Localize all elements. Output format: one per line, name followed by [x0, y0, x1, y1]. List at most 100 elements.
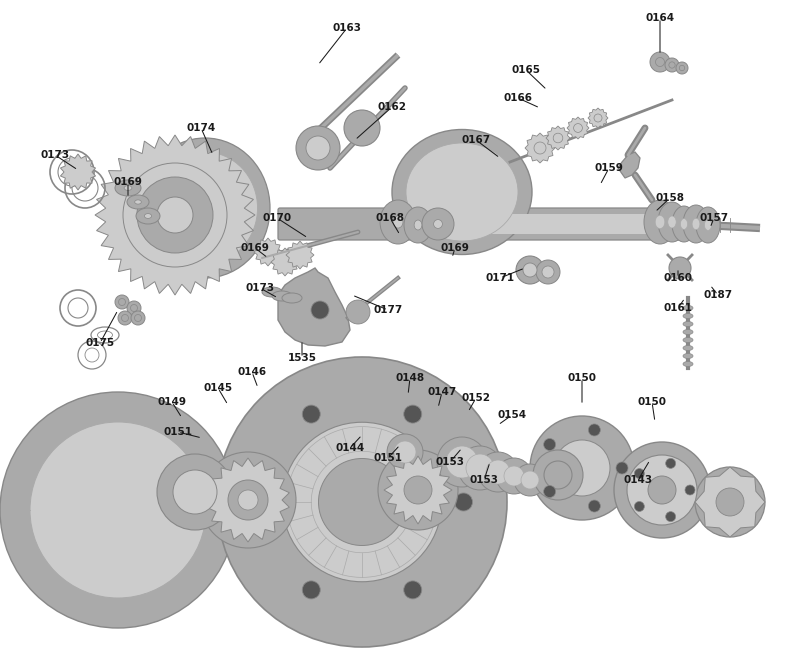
Circle shape — [516, 256, 544, 284]
Circle shape — [685, 485, 695, 495]
Text: 0174: 0174 — [186, 123, 216, 133]
Text: 1535: 1535 — [287, 353, 317, 363]
Text: 0187: 0187 — [703, 290, 733, 300]
Ellipse shape — [683, 338, 693, 342]
Text: 0177: 0177 — [374, 305, 402, 315]
Circle shape — [404, 476, 432, 504]
Circle shape — [536, 260, 560, 284]
Circle shape — [486, 460, 510, 484]
Circle shape — [534, 142, 546, 154]
Text: 0169: 0169 — [441, 243, 470, 253]
Polygon shape — [271, 248, 299, 276]
Ellipse shape — [153, 152, 258, 264]
Circle shape — [306, 136, 330, 160]
Ellipse shape — [704, 219, 712, 231]
Circle shape — [387, 434, 423, 470]
Circle shape — [634, 502, 644, 512]
Circle shape — [588, 500, 600, 512]
Text: 0151: 0151 — [374, 453, 402, 463]
Text: 0158: 0158 — [655, 193, 685, 203]
Circle shape — [695, 467, 765, 537]
Text: 0148: 0148 — [395, 373, 425, 383]
Polygon shape — [206, 458, 290, 542]
Polygon shape — [695, 467, 765, 537]
Circle shape — [666, 458, 676, 469]
Text: 0159: 0159 — [594, 163, 623, 173]
FancyBboxPatch shape — [278, 208, 467, 240]
Circle shape — [574, 124, 582, 132]
Ellipse shape — [683, 354, 693, 358]
Circle shape — [157, 197, 193, 233]
Text: 0164: 0164 — [646, 13, 674, 23]
FancyBboxPatch shape — [460, 208, 694, 240]
Ellipse shape — [669, 257, 691, 279]
Polygon shape — [384, 456, 452, 524]
Circle shape — [521, 471, 539, 489]
Text: 0160: 0160 — [663, 273, 693, 283]
Circle shape — [523, 263, 537, 277]
Polygon shape — [567, 117, 589, 139]
Text: 0150: 0150 — [567, 373, 597, 383]
Text: 0143: 0143 — [623, 475, 653, 485]
Ellipse shape — [696, 207, 720, 243]
Circle shape — [616, 462, 628, 474]
Ellipse shape — [282, 293, 302, 303]
Circle shape — [554, 440, 610, 496]
Ellipse shape — [115, 180, 141, 196]
Ellipse shape — [272, 291, 292, 301]
Text: 0147: 0147 — [427, 387, 457, 397]
Ellipse shape — [683, 321, 693, 327]
Circle shape — [131, 311, 145, 325]
Ellipse shape — [145, 214, 152, 218]
Ellipse shape — [683, 362, 693, 366]
Circle shape — [504, 466, 524, 486]
Circle shape — [676, 62, 688, 74]
Circle shape — [118, 311, 132, 325]
Circle shape — [554, 134, 562, 143]
Text: 0149: 0149 — [158, 397, 186, 407]
Circle shape — [588, 424, 600, 436]
Ellipse shape — [672, 206, 696, 242]
Circle shape — [614, 442, 710, 538]
Circle shape — [627, 455, 697, 525]
Text: 0150: 0150 — [638, 397, 666, 407]
Ellipse shape — [406, 143, 518, 241]
Ellipse shape — [683, 305, 693, 311]
Ellipse shape — [134, 200, 142, 204]
Text: 0175: 0175 — [86, 338, 114, 348]
Ellipse shape — [683, 205, 709, 243]
Circle shape — [437, 437, 487, 487]
Polygon shape — [286, 241, 314, 269]
Circle shape — [666, 512, 676, 522]
Ellipse shape — [262, 287, 282, 297]
Circle shape — [446, 446, 478, 478]
Circle shape — [115, 295, 129, 309]
Circle shape — [127, 301, 141, 315]
Circle shape — [302, 405, 320, 423]
Text: 0153: 0153 — [470, 475, 498, 485]
Text: 0146: 0146 — [238, 367, 266, 377]
Circle shape — [514, 464, 546, 496]
Ellipse shape — [392, 130, 532, 254]
Circle shape — [251, 493, 270, 511]
Circle shape — [137, 177, 213, 253]
Circle shape — [594, 114, 602, 122]
Circle shape — [346, 300, 370, 324]
Circle shape — [404, 405, 422, 423]
Circle shape — [157, 454, 233, 530]
Ellipse shape — [658, 202, 686, 242]
Polygon shape — [618, 152, 640, 178]
Circle shape — [394, 441, 416, 463]
Text: 0166: 0166 — [503, 93, 533, 103]
Text: 0161: 0161 — [663, 303, 693, 313]
Circle shape — [296, 126, 340, 170]
Ellipse shape — [683, 346, 693, 350]
Circle shape — [650, 52, 670, 72]
Polygon shape — [254, 238, 282, 266]
Polygon shape — [525, 133, 555, 163]
Text: 0153: 0153 — [435, 457, 465, 467]
Ellipse shape — [380, 200, 416, 244]
Polygon shape — [95, 135, 255, 295]
Circle shape — [318, 459, 406, 545]
Circle shape — [238, 490, 258, 510]
